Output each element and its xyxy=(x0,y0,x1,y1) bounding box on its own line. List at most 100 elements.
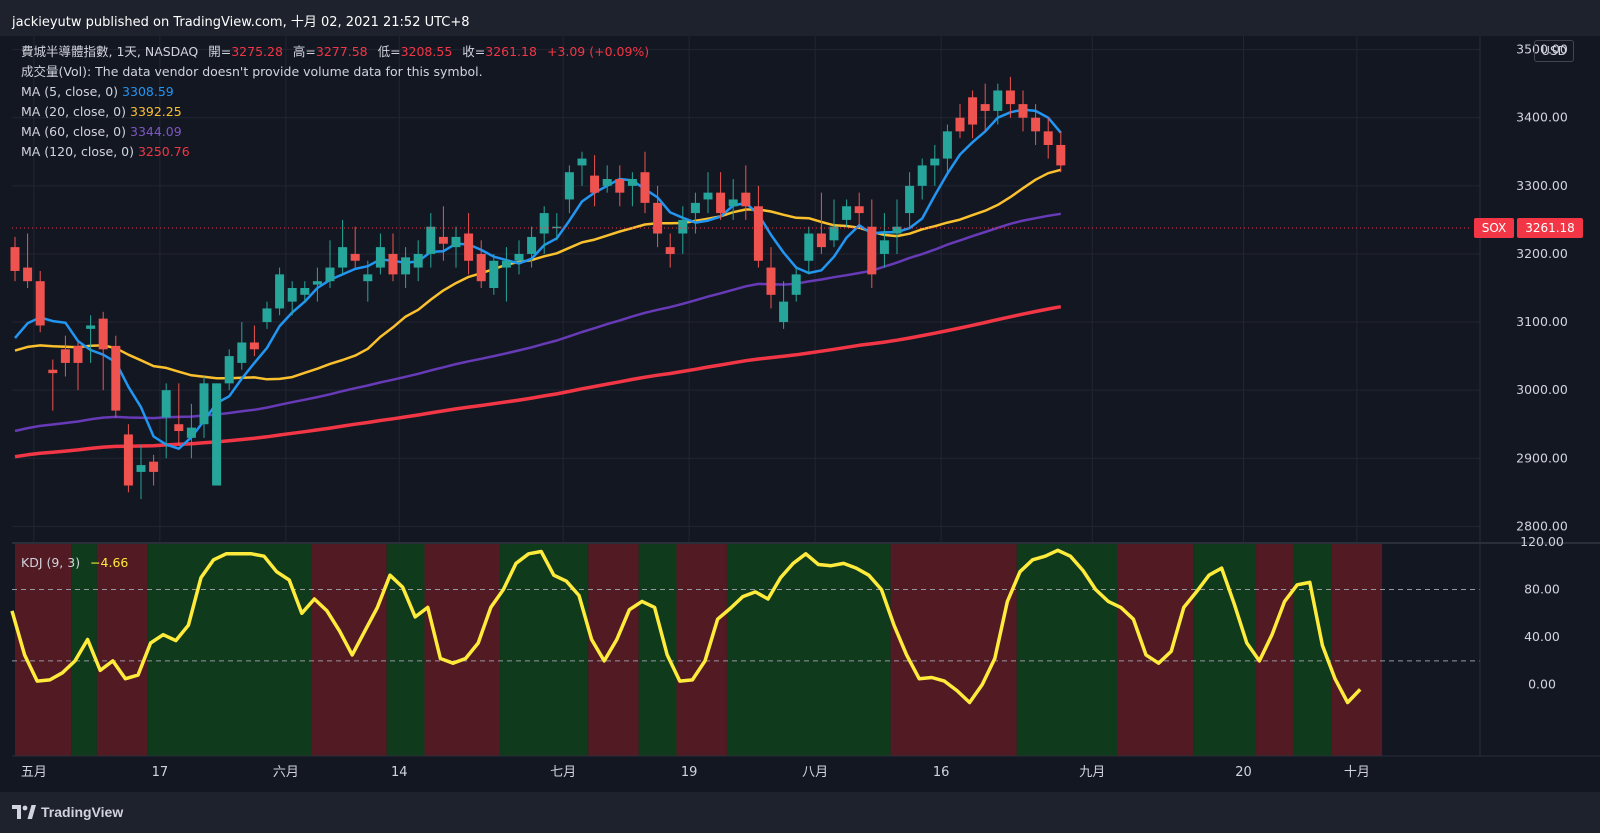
candle[interactable] xyxy=(905,172,915,227)
tradingview-logo[interactable]: TradingView xyxy=(12,804,123,820)
candle[interactable] xyxy=(867,199,877,288)
candle[interactable] xyxy=(388,233,398,282)
candle[interactable] xyxy=(438,206,448,261)
candle[interactable] xyxy=(212,383,222,486)
candle[interactable] xyxy=(615,165,625,207)
candle[interactable] xyxy=(602,165,612,193)
candle[interactable] xyxy=(249,325,259,357)
candle[interactable] xyxy=(262,301,272,329)
candle[interactable] xyxy=(716,172,726,220)
candle[interactable] xyxy=(413,240,423,282)
candle[interactable] xyxy=(300,281,310,302)
candle[interactable] xyxy=(1005,76,1015,118)
candle[interactable] xyxy=(73,342,83,391)
candle-body xyxy=(779,301,789,323)
candle[interactable] xyxy=(111,335,121,418)
candle[interactable] xyxy=(930,144,940,186)
candle[interactable] xyxy=(678,206,688,254)
candle[interactable] xyxy=(980,83,990,132)
candle[interactable] xyxy=(728,179,738,220)
candle[interactable] xyxy=(993,83,1003,125)
candle[interactable] xyxy=(237,322,247,370)
candle[interactable] xyxy=(552,213,562,241)
candle-body xyxy=(665,247,675,254)
candle[interactable] xyxy=(829,199,839,248)
candle[interactable] xyxy=(879,213,889,268)
candle[interactable] xyxy=(186,403,196,459)
candle[interactable] xyxy=(577,151,587,186)
candle[interactable] xyxy=(501,247,511,302)
candle[interactable] xyxy=(350,226,360,268)
candle[interactable] xyxy=(640,151,650,214)
candle[interactable] xyxy=(514,240,524,275)
symbol-info[interactable]: 費城半導體指數, 1天, NASDAQ xyxy=(21,44,199,59)
candle[interactable] xyxy=(917,158,927,200)
candle[interactable] xyxy=(287,281,297,316)
candle[interactable] xyxy=(1031,104,1041,145)
time-axis[interactable]: 五月 17 六月 14 七月 19 八月 16 九月 20 十月 xyxy=(21,765,1370,780)
candle[interactable] xyxy=(174,383,184,445)
candle[interactable] xyxy=(464,213,474,275)
candle[interactable] xyxy=(363,260,373,302)
candle[interactable] xyxy=(98,311,108,391)
candle-body xyxy=(564,172,574,200)
candle[interactable] xyxy=(401,247,411,288)
currency-badge[interactable]: USD xyxy=(1534,40,1574,62)
candle[interactable] xyxy=(338,219,348,275)
candle[interactable] xyxy=(665,233,675,268)
candle[interactable] xyxy=(942,124,952,173)
candle[interactable] xyxy=(955,104,965,139)
candle[interactable] xyxy=(161,383,171,459)
candle[interactable] xyxy=(804,226,814,275)
candle[interactable] xyxy=(653,185,663,248)
ma-60-row[interactable]: MA (60, close, 0) 3344.09 xyxy=(21,122,649,142)
candle[interactable] xyxy=(690,192,700,234)
candle[interactable] xyxy=(10,236,20,282)
candle[interactable] xyxy=(426,213,436,268)
candle[interactable] xyxy=(60,335,70,377)
candle[interactable] xyxy=(766,247,776,309)
candle[interactable] xyxy=(842,199,852,227)
candle[interactable] xyxy=(539,206,549,254)
kdj-legend[interactable]: KDJ (9, 3) −4.66 xyxy=(21,555,128,570)
candle[interactable] xyxy=(1056,131,1066,173)
candle[interactable] xyxy=(703,172,713,214)
candle[interactable] xyxy=(451,226,461,268)
candle[interactable] xyxy=(123,424,133,493)
candle[interactable] xyxy=(312,267,322,302)
candle[interactable] xyxy=(86,315,96,363)
ma-120-row[interactable]: MA (120, close, 0) 3250.76 xyxy=(21,142,649,162)
candle[interactable] xyxy=(590,155,600,207)
candle[interactable] xyxy=(627,172,637,207)
candle[interactable] xyxy=(968,90,978,139)
candle[interactable] xyxy=(136,444,146,500)
candle[interactable] xyxy=(741,165,751,220)
candle[interactable] xyxy=(564,165,574,214)
candle[interactable] xyxy=(48,359,58,411)
candle[interactable] xyxy=(489,253,499,295)
candle[interactable] xyxy=(527,226,537,268)
ma-5-row[interactable]: MA (5, close, 0) 3308.59 xyxy=(21,82,649,102)
candle[interactable] xyxy=(816,192,826,254)
candle[interactable] xyxy=(275,267,285,316)
candle[interactable] xyxy=(23,233,33,288)
price-axis[interactable]: 3500.00 3400.00 3300.00 3200.00 3100.00 3000.… xyxy=(1516,42,1568,534)
candle[interactable] xyxy=(375,233,385,275)
candlesticks[interactable] xyxy=(10,76,1066,500)
ma-20-row[interactable]: MA (20, close, 0) 3392.25 xyxy=(21,102,649,122)
candle[interactable] xyxy=(325,240,335,288)
candle[interactable] xyxy=(854,192,864,227)
candle[interactable] xyxy=(1043,117,1053,159)
candle[interactable] xyxy=(791,267,801,302)
candle[interactable] xyxy=(892,199,902,254)
candle[interactable] xyxy=(35,270,45,333)
candle[interactable] xyxy=(224,349,234,391)
candle[interactable] xyxy=(476,240,486,288)
candle[interactable] xyxy=(149,454,159,486)
candle[interactable] xyxy=(1018,90,1028,132)
kdj-axis[interactable]: 120.00 80.00 40.00 0.00 xyxy=(1520,534,1564,692)
chart-canvas[interactable]: 3500.00 3400.00 3300.00 3200.00 3100.00 3000.… xyxy=(0,36,1600,792)
candle[interactable] xyxy=(753,185,763,268)
candle[interactable] xyxy=(779,281,789,329)
candle[interactable] xyxy=(199,376,209,438)
